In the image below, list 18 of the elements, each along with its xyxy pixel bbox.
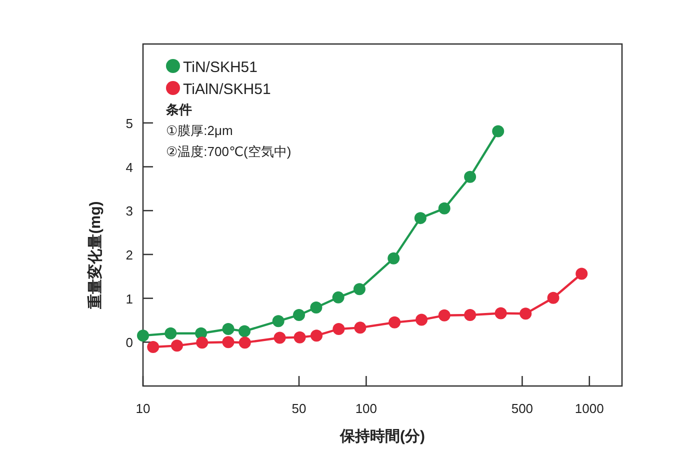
y-tick-label: 5: [126, 116, 133, 131]
x-tick-label: 1000: [574, 401, 604, 416]
annotation: ①膜厚:2μm: [166, 123, 233, 138]
y-tick-label: 0: [126, 335, 133, 350]
y-tick-label: 3: [126, 204, 133, 219]
x-tick-label: 10: [136, 401, 150, 416]
x-axis-title: 保持時間(分): [339, 428, 425, 445]
x-tick-label: 50: [292, 401, 306, 416]
y-tick-label: 1: [126, 291, 133, 306]
annotation: ②温度:700℃(空気中): [166, 144, 292, 159]
y-axis-title: 重量変化量(mg): [86, 201, 104, 310]
x-tick-label: 500: [511, 401, 534, 416]
x-tick-label: 100: [355, 401, 378, 416]
y-tick-label: 4: [126, 160, 133, 175]
legend-label: TiN/SKH51: [183, 59, 258, 76]
annotation: 条件: [165, 102, 192, 117]
legend-label: TiAlN/SKH51: [183, 81, 271, 98]
y-tick-label: 2: [126, 247, 133, 262]
